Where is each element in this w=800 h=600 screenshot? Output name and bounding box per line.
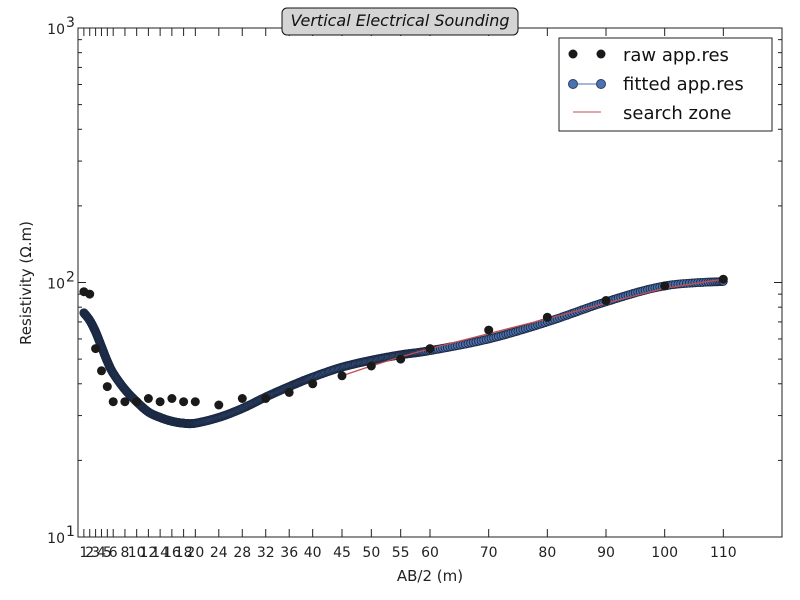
raw-point [91, 344, 101, 354]
x-tick-label: 12 [139, 545, 157, 561]
x-tick-label: 2 [85, 545, 94, 561]
raw-point [132, 397, 142, 407]
x-tick-label: 5 [103, 545, 112, 561]
raw-point [601, 296, 611, 305]
raw-point [660, 281, 670, 291]
x-tick-label: 6 [109, 545, 118, 561]
x-tick-label: 24 [210, 545, 228, 561]
y-axis-label: Resistivity (Ω.m) [17, 221, 35, 345]
raw-point [85, 289, 95, 299]
x-tick-label: 16 [163, 545, 181, 561]
raw-point [718, 274, 728, 284]
legend-item-search: search zone [573, 103, 731, 124]
x-tick-label: 55 [392, 545, 410, 561]
x-tick-label: 80 [538, 545, 556, 561]
chart-title: Vertical Electrical Sounding [290, 11, 509, 30]
y-tick-exponent: 2 [66, 270, 75, 286]
series-layer [79, 274, 728, 429]
raw-point [425, 344, 435, 354]
raw-point [396, 354, 406, 364]
y-tick-exponent: 1 [66, 524, 75, 540]
x-tick-label: 1 [79, 545, 88, 561]
legend: raw app.res fitted app.res search zone [558, 37, 773, 132]
chart-title-box: Vertical Electrical Sounding [281, 7, 519, 36]
x-tick-label: 50 [362, 545, 380, 561]
raw-point [484, 325, 494, 335]
raw-point [337, 371, 347, 381]
legend-raw-label: raw app.res [623, 45, 729, 66]
legend-fitted-marker-2 [596, 79, 606, 89]
x-tick-label: 45 [333, 545, 351, 561]
x-tick-label: 36 [280, 545, 298, 561]
y-tick-label: 10 [47, 277, 65, 293]
y-tick-label: 10 [47, 531, 65, 547]
x-tick-label: 110 [710, 545, 737, 561]
x-tick-label: 40 [304, 545, 322, 561]
legend-item-fitted: fitted app.res [568, 74, 744, 95]
raw-point [366, 361, 376, 371]
raw-point [102, 382, 112, 392]
y-tick-label: 10 [47, 22, 65, 38]
x-tick-label: 4 [97, 545, 106, 561]
raw-point [167, 394, 177, 403]
raw-point [542, 312, 552, 322]
raw-point [143, 394, 153, 403]
x-tick-label: 14 [151, 545, 169, 561]
x-tick-label: 100 [651, 545, 678, 561]
x-tick-label: 18 [175, 545, 193, 561]
raw-point [120, 397, 130, 407]
raw-point [237, 394, 247, 403]
x-axis-label: AB/2 (m) [397, 567, 463, 585]
x-tick-label: 10 [128, 545, 146, 561]
raw-point [179, 397, 189, 407]
x-tick-label: 70 [480, 545, 498, 561]
raw-point [308, 379, 318, 389]
legend-fitted-marker-1 [568, 79, 578, 89]
x-tick-label: 20 [186, 545, 204, 561]
raw-point [155, 397, 165, 407]
raw-point [214, 400, 224, 410]
raw-point [108, 397, 118, 407]
legend-item-raw: raw app.res [568, 45, 729, 66]
legend-fitted-label: fitted app.res [623, 74, 744, 95]
legend-search-label: search zone [623, 103, 731, 124]
x-tick-label: 90 [597, 545, 615, 561]
x-tick-label: 3 [91, 545, 100, 561]
x-tick-label: 32 [257, 545, 275, 561]
legend-raw-marker-2 [596, 49, 606, 59]
x-tick-label: 8 [120, 545, 129, 561]
raw-point [190, 397, 200, 407]
x-tick-label: 60 [421, 545, 439, 561]
y-tick-exponent: 3 [66, 15, 75, 31]
x-tick-label: 28 [233, 545, 251, 561]
raw-point [261, 394, 271, 403]
legend-raw-marker-1 [568, 49, 578, 59]
raw-point [284, 387, 294, 397]
raw-point [97, 366, 106, 376]
